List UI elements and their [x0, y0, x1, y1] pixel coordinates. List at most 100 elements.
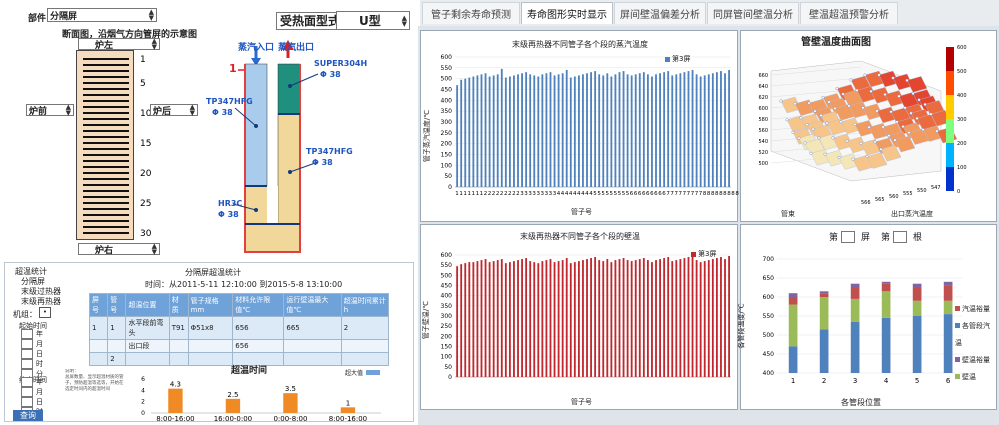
tree-item[interactable]: 末级再热器 — [21, 297, 61, 306]
table-cell: 1 — [107, 316, 127, 340]
steam-inlet-label: 蒸汽入口 — [238, 43, 275, 53]
bar — [728, 256, 730, 377]
x-tick-label: 5 — [593, 191, 597, 197]
spinner-icon[interactable]: ▲ ▼ — [189, 103, 195, 117]
table-cell: T91 — [168, 316, 189, 340]
tube-number-input[interactable] — [893, 230, 908, 243]
y-tick-label: 0 — [141, 410, 145, 417]
steam-chart-title: 末级再热器不同管子各个段的蒸汽温度 — [512, 40, 648, 49]
colorbar-segment — [946, 47, 954, 71]
tab-life-prediction[interactable]: 管子剩余寿命预测 — [422, 2, 520, 24]
furnace-right-select[interactable]: 炉右 ▲ ▼ — [78, 242, 160, 256]
surface-cell — [906, 76, 928, 93]
table-header: 超温位置 — [125, 293, 170, 317]
bar — [557, 261, 560, 377]
colorbar-segment — [946, 71, 954, 95]
outlet-arrow-head — [282, 40, 294, 50]
y-tick-label: 350 — [441, 108, 453, 115]
bar — [626, 260, 629, 377]
component-select[interactable]: 分隔屏 ▲ ▼ — [47, 8, 157, 22]
x-tick-label: 8 — [711, 191, 715, 197]
material-name: TP347HFG — [306, 147, 353, 156]
bar — [492, 261, 495, 377]
bar — [699, 76, 702, 187]
spinner-icon[interactable]: ▲ ▼ — [151, 37, 157, 51]
screen-number-input[interactable] — [841, 230, 856, 243]
bar — [586, 73, 588, 187]
z-tick-label: 520 — [758, 150, 768, 156]
surface-point — [905, 78, 909, 82]
table-row[interactable]: 出口段 656 — [88, 339, 390, 353]
table-row[interactable]: 1 1 水平段前弯头 T91 Φ51x8 656 665 2 — [88, 316, 390, 340]
bar — [573, 262, 576, 377]
start-day-input[interactable] — [21, 349, 33, 359]
bar — [606, 259, 609, 377]
start-year-input[interactable] — [21, 329, 33, 339]
material-name: HR3C — [218, 199, 243, 208]
overtemp-chart-title: 超温时间 — [231, 366, 268, 376]
spinner-icon[interactable]: ▲ ▼ — [148, 8, 154, 22]
tab-tube-analysis[interactable]: 同屏管间壁温分析 — [707, 2, 799, 24]
surface-type-select[interactable]: U型 ▲ ▼ — [336, 11, 410, 30]
y-tick-label: 550 — [917, 188, 927, 194]
tab-screen-deviation[interactable]: 屏间壁温偏差分析 — [614, 2, 706, 24]
spinner-icon[interactable]: ▲ ▼ — [401, 13, 407, 28]
stacked-chart-panel: 第 屏 第 根 400 450 500 550 600 650 700 1 2 3 4 5 6 各管段温… — [738, 224, 997, 410]
colorbar-label: 300 — [957, 117, 967, 123]
colorbar-segment — [946, 119, 954, 143]
start-time-fields: 年 月 日 时 分 — [21, 329, 43, 379]
surface-point — [835, 86, 839, 91]
end-day-input[interactable] — [21, 397, 33, 407]
tab-overtemp-warning[interactable]: 壁温超温预警分析 — [800, 2, 898, 24]
bar — [711, 259, 714, 377]
gridline — [770, 77, 862, 87]
bar — [655, 260, 657, 377]
start-month-input[interactable] — [21, 339, 33, 349]
spinner-icon[interactable]: ▲ ▼ — [151, 242, 157, 256]
bar — [508, 262, 511, 377]
x-tick-label: 4 — [589, 191, 593, 197]
x-tick-label: 4 — [573, 191, 577, 197]
surface-point — [825, 121, 829, 125]
tube-lines — [83, 58, 129, 234]
end-year-input[interactable] — [21, 377, 33, 387]
tab-life-graph[interactable]: 寿命图形实时显示 — [521, 2, 613, 24]
x-tick-label: 2 — [512, 191, 516, 197]
stack-segment — [943, 281, 953, 286]
surface-point — [875, 109, 879, 113]
x-tick-label: 8 — [703, 191, 707, 197]
query-button[interactable]: 查询 — [13, 410, 43, 421]
furnace-left-select[interactable]: 炉左 ▲ ▼ — [78, 37, 160, 51]
table-row[interactable]: 2 — [88, 352, 390, 366]
x-tick-label: 1 — [467, 191, 471, 197]
surface-point — [793, 102, 797, 106]
furnace-back-select[interactable]: 炉后 ▲ ▼ — [150, 103, 198, 117]
furnace-front-select[interactable]: 炉前 ▲ ▼ — [26, 103, 74, 117]
surface-point — [797, 136, 801, 140]
leader-dot — [254, 124, 258, 128]
table-cell: 665 — [283, 316, 342, 340]
bar — [651, 76, 653, 187]
x-tick-label: 5 — [618, 191, 622, 197]
tree-item[interactable]: 末级过热器 — [21, 287, 61, 296]
surface-point — [901, 125, 905, 129]
x-tick-label: 3 — [536, 191, 540, 197]
component-select-value: 分隔屏 — [50, 11, 78, 22]
y-tick-label: 50 — [444, 173, 452, 180]
x-tick-label: 1 — [455, 191, 459, 197]
x-tick-label: 1 — [459, 191, 463, 197]
surface-point — [859, 141, 863, 145]
end-month-input[interactable] — [21, 387, 33, 397]
unit-select[interactable]: • — [39, 307, 51, 318]
x-tick-label: 4 — [557, 191, 561, 197]
spinner-icon[interactable]: ▲ ▼ — [65, 103, 71, 117]
y-tick-label: 700 — [763, 256, 775, 263]
x-tick-label: 3 — [549, 191, 553, 197]
tree-item[interactable]: 分隔屏 — [21, 277, 45, 286]
unit-minute: 分 — [36, 370, 43, 378]
legend-label: 壁温裕量 — [962, 356, 990, 364]
x-tick-label: 7 — [687, 191, 691, 197]
x-tick-label: 3 — [541, 191, 545, 197]
surface-point — [799, 116, 803, 120]
start-hour-input[interactable] — [21, 359, 33, 369]
